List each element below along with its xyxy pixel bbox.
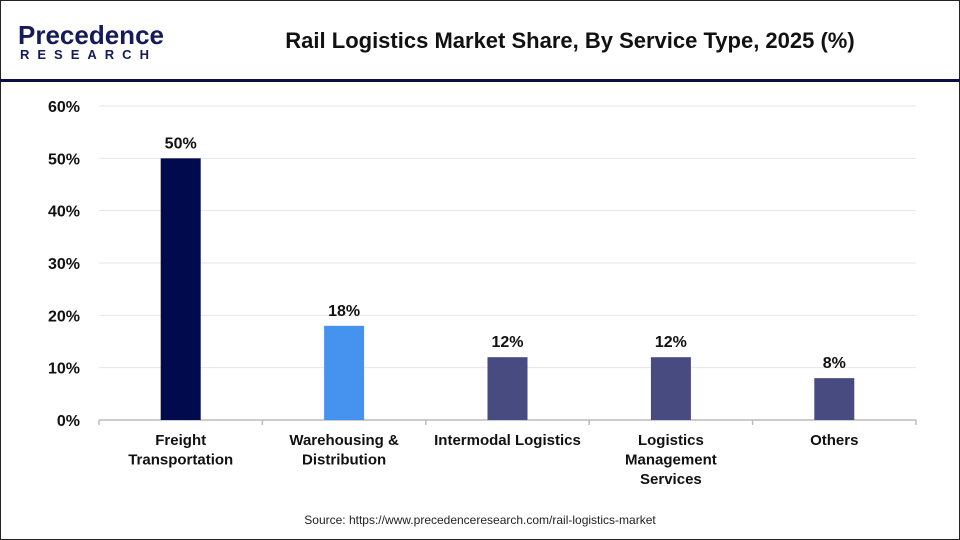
x-tick-label: Others (810, 432, 858, 449)
header-divider (0, 79, 960, 82)
bar (814, 378, 855, 420)
data-label: 18% (328, 303, 360, 320)
y-tick-label: 10% (48, 361, 80, 378)
x-tick-label: Transportation (128, 452, 233, 469)
x-tick-label: Logistics (638, 432, 704, 449)
x-tick-label: Freight (155, 432, 206, 449)
y-tick-label: 40% (48, 204, 80, 221)
bar (160, 158, 201, 421)
y-tick-label: 0% (57, 413, 80, 430)
x-tick-label: Services (640, 471, 702, 488)
y-tick-label: 50% (48, 151, 80, 168)
logo: Precedence RESEARCH (18, 22, 164, 62)
x-tick-label: Warehousing & (289, 432, 399, 449)
chart-title: Rail Logistics Market Share, By Service … (285, 28, 855, 53)
data-label: 12% (491, 334, 523, 351)
logo-line2: RESEARCH (20, 47, 157, 62)
data-label: 8% (823, 355, 846, 372)
x-tick-label: Distribution (302, 452, 386, 469)
y-tick-label: 30% (48, 256, 80, 273)
x-tick-label: Management (625, 452, 717, 469)
bar (650, 357, 691, 420)
bar (324, 325, 365, 420)
bar (487, 357, 528, 420)
y-tick-label: 20% (48, 308, 80, 325)
data-label: 12% (655, 334, 687, 351)
source-text: Source: https://www.precedenceresearch.c… (304, 513, 656, 527)
logo-line1: Precedence (18, 20, 164, 50)
data-label: 50% (165, 135, 197, 152)
y-tick-label: 60% (48, 99, 80, 116)
x-tick-label: Intermodal Logistics (434, 432, 581, 449)
